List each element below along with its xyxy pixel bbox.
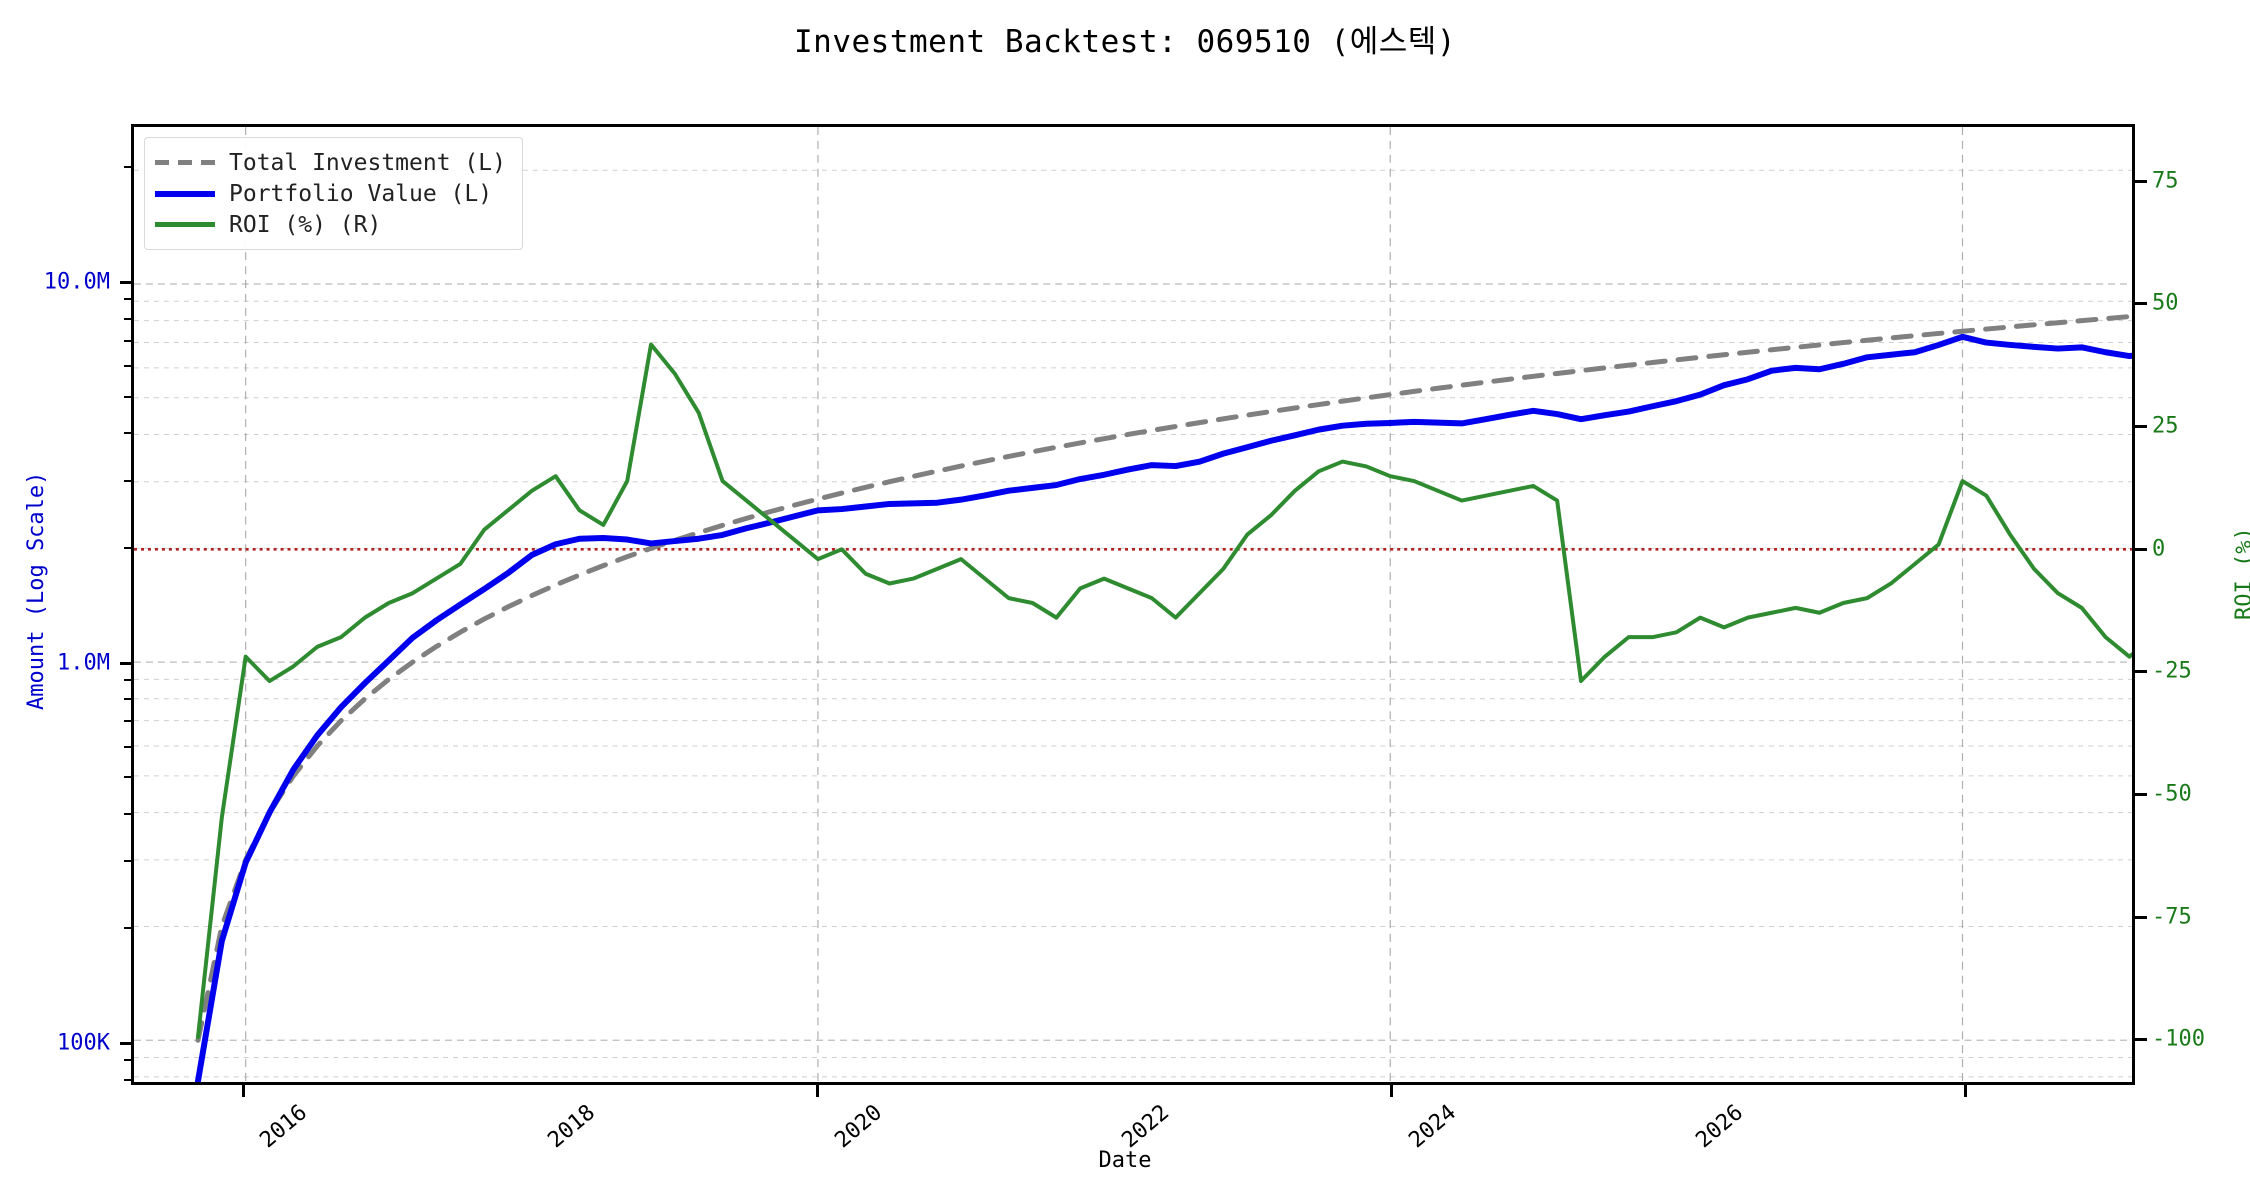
y-right-tick-mark-2	[2135, 424, 2147, 428]
y-right-tick-mark-3	[2135, 547, 2147, 551]
x-tick-mark-1	[815, 1085, 819, 1097]
y-right-tick-mark-5	[2135, 792, 2147, 796]
x-tick-mark-2	[1389, 1085, 1393, 1097]
plot-area: Total Investment (L) Portfolio Value (L)…	[131, 124, 2135, 1085]
legend-label-roi: ROI (%) (R)	[229, 211, 382, 238]
y-left-minor-tick	[124, 745, 132, 748]
y-right-tick-neg50: -50	[2152, 781, 2192, 807]
legend-label-total-investment: Total Investment (L)	[229, 149, 506, 176]
y-left-tick-10M: 10.0M	[43, 269, 110, 295]
y-right-tick-25: 25	[2152, 413, 2179, 439]
y-left-minor-tick	[124, 698, 132, 701]
y-right-tick-neg100: -100	[2152, 1026, 2205, 1052]
y-right-tick-mark-7	[2135, 1037, 2147, 1041]
legend-swatch-green-line-icon	[155, 214, 215, 236]
y-left-minor-tick	[124, 365, 132, 368]
y-left-minor-tick	[124, 166, 132, 169]
y-right-tick-mark-6	[2135, 915, 2147, 919]
y-left-minor-tick	[124, 860, 132, 863]
y-left-axis-label: Amount (Log Scale)	[24, 471, 49, 710]
y-left-minor-tick	[124, 339, 132, 342]
y-right-tick-neg25: -25	[2152, 658, 2192, 684]
x-tick-2020: 2020	[830, 1100, 888, 1154]
y-right-tick-neg75: -75	[2152, 904, 2192, 930]
y-left-minor-tick	[124, 546, 132, 549]
y-right-tick-50: 50	[2152, 290, 2179, 316]
y-right-tick-mark-0	[2135, 179, 2147, 183]
x-tick-2016: 2016	[255, 1100, 313, 1154]
chart-title: Investment Backtest: 069510 (에스텍)	[794, 24, 1456, 60]
y-left-minor-tick	[124, 395, 132, 398]
y-right-tick-mark-4	[2135, 669, 2147, 673]
legend-swatch-dashed-line-icon	[155, 152, 215, 174]
y-right-tick-mark-1	[2135, 301, 2147, 305]
y-right-tick-0: 0	[2152, 536, 2166, 562]
y-right-tick-75: 75	[2152, 168, 2179, 194]
y-left-minor-tick	[124, 812, 132, 815]
y-left-minor-tick	[124, 776, 132, 779]
x-tick-mark-3	[1963, 1085, 1967, 1097]
y-left-tick-mark-1	[120, 661, 132, 665]
y-left-minor-tick	[124, 1059, 132, 1062]
x-tick-mark-0	[241, 1085, 245, 1097]
y-left-minor-tick	[124, 720, 132, 723]
y-left-tick-mark-2	[120, 1041, 132, 1045]
x-tick-2026: 2026	[1691, 1100, 1749, 1154]
plot-inner	[134, 127, 2132, 1082]
y-left-minor-tick	[124, 678, 132, 681]
legend-item-total-investment: Total Investment (L)	[155, 147, 506, 178]
y-left-minor-tick	[124, 1078, 132, 1081]
legend-item-portfolio-value: Portfolio Value (L)	[155, 178, 506, 209]
x-tick-2022: 2022	[1117, 1100, 1175, 1154]
legend-swatch-blue-line-icon	[155, 183, 215, 205]
chart-legend: Total Investment (L) Portfolio Value (L)…	[144, 137, 523, 250]
x-tick-2018: 2018	[543, 1100, 601, 1154]
legend-item-roi: ROI (%) (R)	[155, 209, 506, 240]
y-left-minor-tick	[124, 317, 132, 320]
y-left-tick-mark-0	[120, 280, 132, 284]
y-left-tick-100K: 100K	[57, 1030, 110, 1056]
legend-label-portfolio-value: Portfolio Value (L)	[229, 180, 493, 207]
x-tick-2024: 2024	[1404, 1100, 1462, 1154]
y-left-minor-tick	[124, 927, 132, 930]
series-layer	[134, 313, 2132, 1082]
y-left-minor-tick	[124, 298, 132, 301]
y-left-tick-1M: 1.0M	[57, 650, 110, 676]
x-axis-label: Date	[1098, 1148, 1152, 1173]
y-right-axis-label: ROI (%)	[2232, 527, 2250, 620]
y-left-minor-tick	[124, 432, 132, 435]
y-left-minor-tick	[124, 479, 132, 482]
